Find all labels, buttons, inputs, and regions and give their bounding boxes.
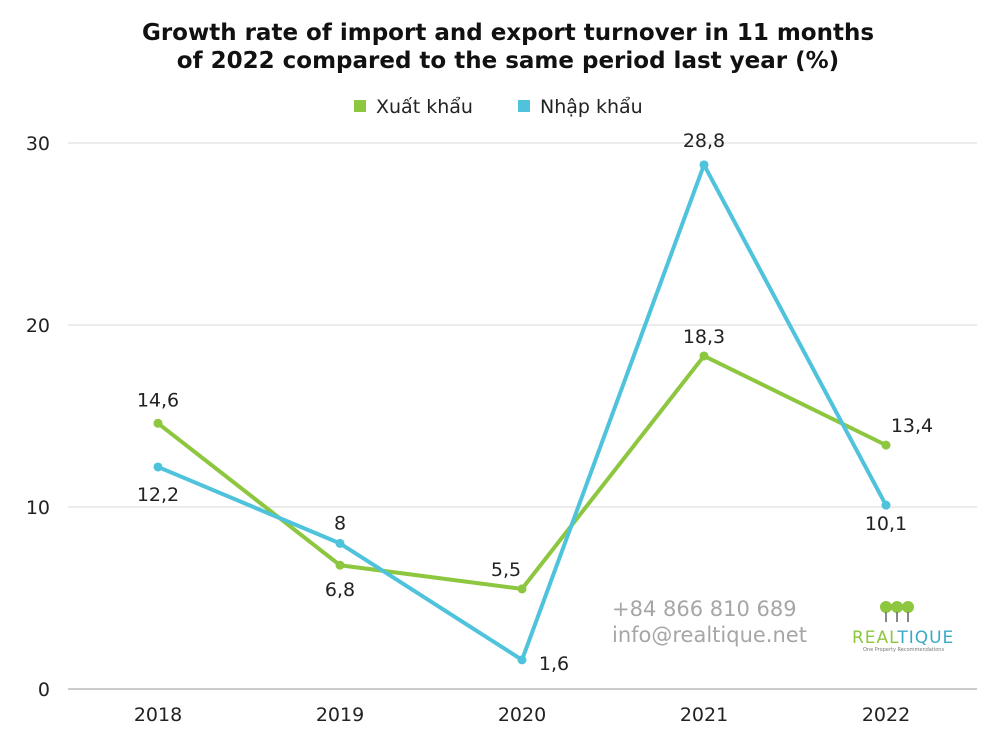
data-point-import	[335, 538, 345, 548]
y-axis-ticks: 0 10 20 30	[26, 133, 50, 701]
tree-trunk	[896, 612, 898, 622]
data-point-import	[881, 500, 891, 510]
data-label-import: 1,6	[539, 653, 569, 675]
x-tick-label: 2020	[498, 704, 546, 726]
x-tick-label: 2022	[862, 704, 910, 726]
data-point-import	[517, 655, 527, 665]
tree-trunk	[885, 612, 887, 622]
data-point-export	[881, 440, 891, 450]
data-label-export: 14,6	[137, 389, 179, 411]
y-tick-label: 10	[26, 497, 50, 519]
data-label-export: 5,5	[491, 559, 521, 581]
tree-crown	[902, 601, 914, 613]
data-point-import	[699, 160, 709, 170]
x-axis-ticks: 2018 2019 2020 2021 2022	[134, 704, 910, 726]
tree-crown	[880, 601, 892, 613]
y-tick-label: 30	[26, 133, 50, 155]
gridlines	[68, 142, 977, 690]
data-point-export	[153, 418, 163, 428]
tree-trunk	[907, 612, 909, 622]
x-tick-label: 2019	[316, 704, 364, 726]
tree-crown	[891, 601, 903, 613]
realtique-logo: REALTIQUE One Property Recommendations	[852, 601, 954, 653]
chart-title-line-1: Growth rate of import and export turnove…	[142, 20, 874, 46]
watermark-phone: +84 866 810 689	[612, 597, 797, 621]
data-label-export: 6,8	[325, 579, 355, 601]
data-label-import: 12,2	[137, 484, 179, 506]
data-point-export	[335, 560, 345, 570]
y-tick-label: 0	[38, 679, 50, 701]
legend-label-import: Nhập khẩu	[540, 96, 643, 118]
watermark-email: info@realtique.net	[612, 623, 807, 647]
chart-title-line-2: of 2022 compared to the same period last…	[177, 48, 839, 74]
data-label-export: 13,4	[891, 415, 933, 437]
data-labels: 14,6 6,8 5,5 18,3 13,4 12,2 8 1,6 28,8 10,1	[137, 130, 933, 675]
data-label-export: 18,3	[683, 326, 725, 348]
data-point-export	[699, 351, 709, 361]
data-label-import: 8	[334, 512, 346, 534]
x-tick-label: 2021	[680, 704, 728, 726]
legend: Xuất khẩu Nhập khẩu	[354, 96, 643, 118]
data-label-import: 28,8	[683, 130, 725, 152]
logo-real: REAL	[852, 628, 899, 648]
legend-swatch-export	[354, 100, 366, 112]
legend-label-export: Xuất khẩu	[376, 96, 473, 118]
x-tick-label: 2018	[134, 704, 182, 726]
y-tick-label: 20	[26, 315, 50, 337]
series-group	[153, 160, 891, 665]
logo-tagline: One Property Recommendations	[863, 647, 944, 653]
data-point-export	[517, 584, 527, 594]
watermark: +84 866 810 689 info@realtique.net REALT…	[612, 597, 954, 653]
data-label-import: 10,1	[865, 513, 907, 535]
series-line-export	[156, 353, 888, 591]
data-point-import	[153, 462, 163, 472]
legend-swatch-import	[518, 100, 530, 112]
logo-tique: TIQUE	[896, 628, 954, 648]
logo-trees-icon	[880, 601, 914, 622]
logo-wordmark: REALTIQUE	[852, 628, 954, 648]
